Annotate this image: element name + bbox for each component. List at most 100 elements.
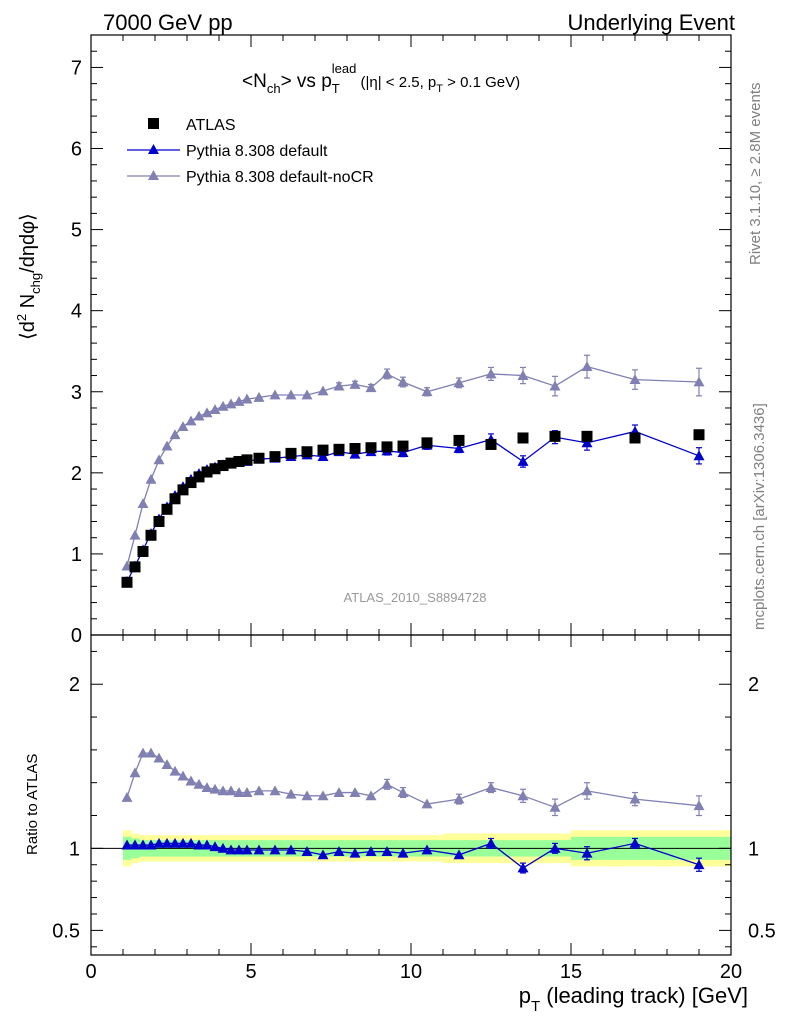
main-point-atlas [241,454,253,466]
ratio-point-nocr [453,793,465,804]
ratio-point-nocr [349,787,361,797]
main-point-nocr [201,407,213,418]
x-axis-label: pT (leading track) [GeV] [519,983,748,1015]
ratio-point-default [193,839,205,850]
main-y-tick-label: 3 [71,382,82,404]
main-point-atlas [581,430,593,442]
header-left: 7000 GeV pp [103,10,233,35]
legend-marker-default [148,144,159,154]
ratio-point-default [177,837,189,848]
main-point-atlas [549,430,561,442]
main-y-tick-label: 1 [71,544,82,566]
ratio-point-nocr [129,767,141,778]
ratio-point-nocr [317,790,329,801]
main-point-atlas [317,444,329,456]
main-point-nocr [301,389,313,400]
ratio-line-default [127,842,700,869]
main-point-nocr [381,368,393,379]
mcplots-label: mcplots.cern.ch [arXiv:1306.3436] [751,403,768,630]
main-point-atlas [137,545,149,557]
main-y-tick-label: 2 [71,463,82,485]
main-point-atlas [453,434,465,446]
main-point-nocr [333,380,345,391]
main-point-atlas [301,446,313,458]
legend: ATLAS Pythia 8.308 default Pythia 8.308 … [127,117,374,186]
ratio-point-default [209,841,221,852]
ratio-y-tick-label-right: 0.5 [748,920,776,942]
plot-title: <Nch> vs pTlead (|η| < 2.5, pT > 0.1 GeV… [242,61,520,96]
ratio-point-nocr [225,785,237,796]
main-y-tick-label: 4 [71,301,82,323]
main-point-default [397,447,409,457]
main-panel: 0 1 2 3 4 5 6 7 [71,34,732,647]
ratio-point-nocr [581,785,593,796]
main-point-nocr [317,385,329,396]
ratio-y-tick-label-right: 1 [748,838,759,860]
ratio-point-default [161,837,173,848]
main-point-atlas [177,484,189,496]
ratio-point-default [137,839,149,850]
ratio-point-nocr [169,765,181,776]
ratio-point-nocr [253,785,265,796]
x-tick-label: 0 [85,961,96,983]
main-point-atlas [381,441,393,453]
main-point-atlas [349,443,361,455]
ratio-point-default [285,844,297,855]
ratio-panel: 0 5 10 15 20 0.5 0.5 1 1 2 2 [52,634,776,983]
ratio-point-nocr [381,778,393,789]
ratio-point-nocr [145,747,157,758]
main-point-nocr [153,454,165,465]
main-line-default [126,430,700,582]
ratio-point-default [581,847,593,858]
ratio-point-nocr [153,752,165,763]
ratio-point-default [517,862,529,873]
legend-label-default: Pythia 8.308 default [186,143,328,160]
ratio-y-tick-label-right: 2 [748,674,759,696]
ratio-point-nocr [161,759,173,770]
main-point-atlas [201,466,213,478]
main-point-default [517,455,529,466]
main-point-nocr [253,391,265,402]
main-point-nocr [349,378,361,389]
ratio-point-default [145,839,157,850]
main-point-atlas [185,477,197,489]
ratio-point-default [485,837,497,848]
x-tick-label: 5 [245,961,256,983]
main-point-atlas [253,452,265,464]
ratio-point-nocr [185,775,197,786]
main-point-atlas [145,529,157,541]
main-point-nocr [169,429,181,440]
main-point-atlas [517,432,529,444]
main-point-nocr [453,377,465,388]
main-point-nocr [693,376,705,387]
ratio-point-default [381,846,393,857]
ratio-point-default [253,844,265,855]
main-point-nocr [285,389,297,400]
legend-marker-atlas [148,118,159,129]
main-point-atlas [129,561,141,573]
main-y-tick-label: 7 [71,57,82,79]
main-point-nocr [209,404,221,414]
ratio-point-default [333,846,345,857]
main-point-nocr [177,421,189,432]
main-y-tick-label: 0 [71,625,82,647]
ratio-point-default [217,842,229,853]
ratio-point-nocr [217,785,229,796]
ratio-point-nocr [693,800,705,811]
ratio-y-tick-label: 2 [69,674,80,696]
legend-label-nocr: Pythia 8.308 default-noCR [186,169,374,186]
header-right: Underlying Event [567,10,735,35]
main-point-atlas [121,576,133,588]
ratio-point-nocr [137,747,149,758]
ratio-point-nocr [285,788,297,799]
ratio-point-default [397,847,409,858]
main-point-atlas [153,515,165,527]
ratio-point-default [169,837,181,848]
main-point-atlas [233,455,245,467]
legend-label-atlas: ATLAS [186,117,236,134]
main-y-axis-label: ⟨d2 Nchg/dηdφ⟩ [14,213,43,340]
ratio-point-default [129,839,141,850]
main-point-nocr [185,415,197,426]
ratio-point-nocr [177,770,189,781]
